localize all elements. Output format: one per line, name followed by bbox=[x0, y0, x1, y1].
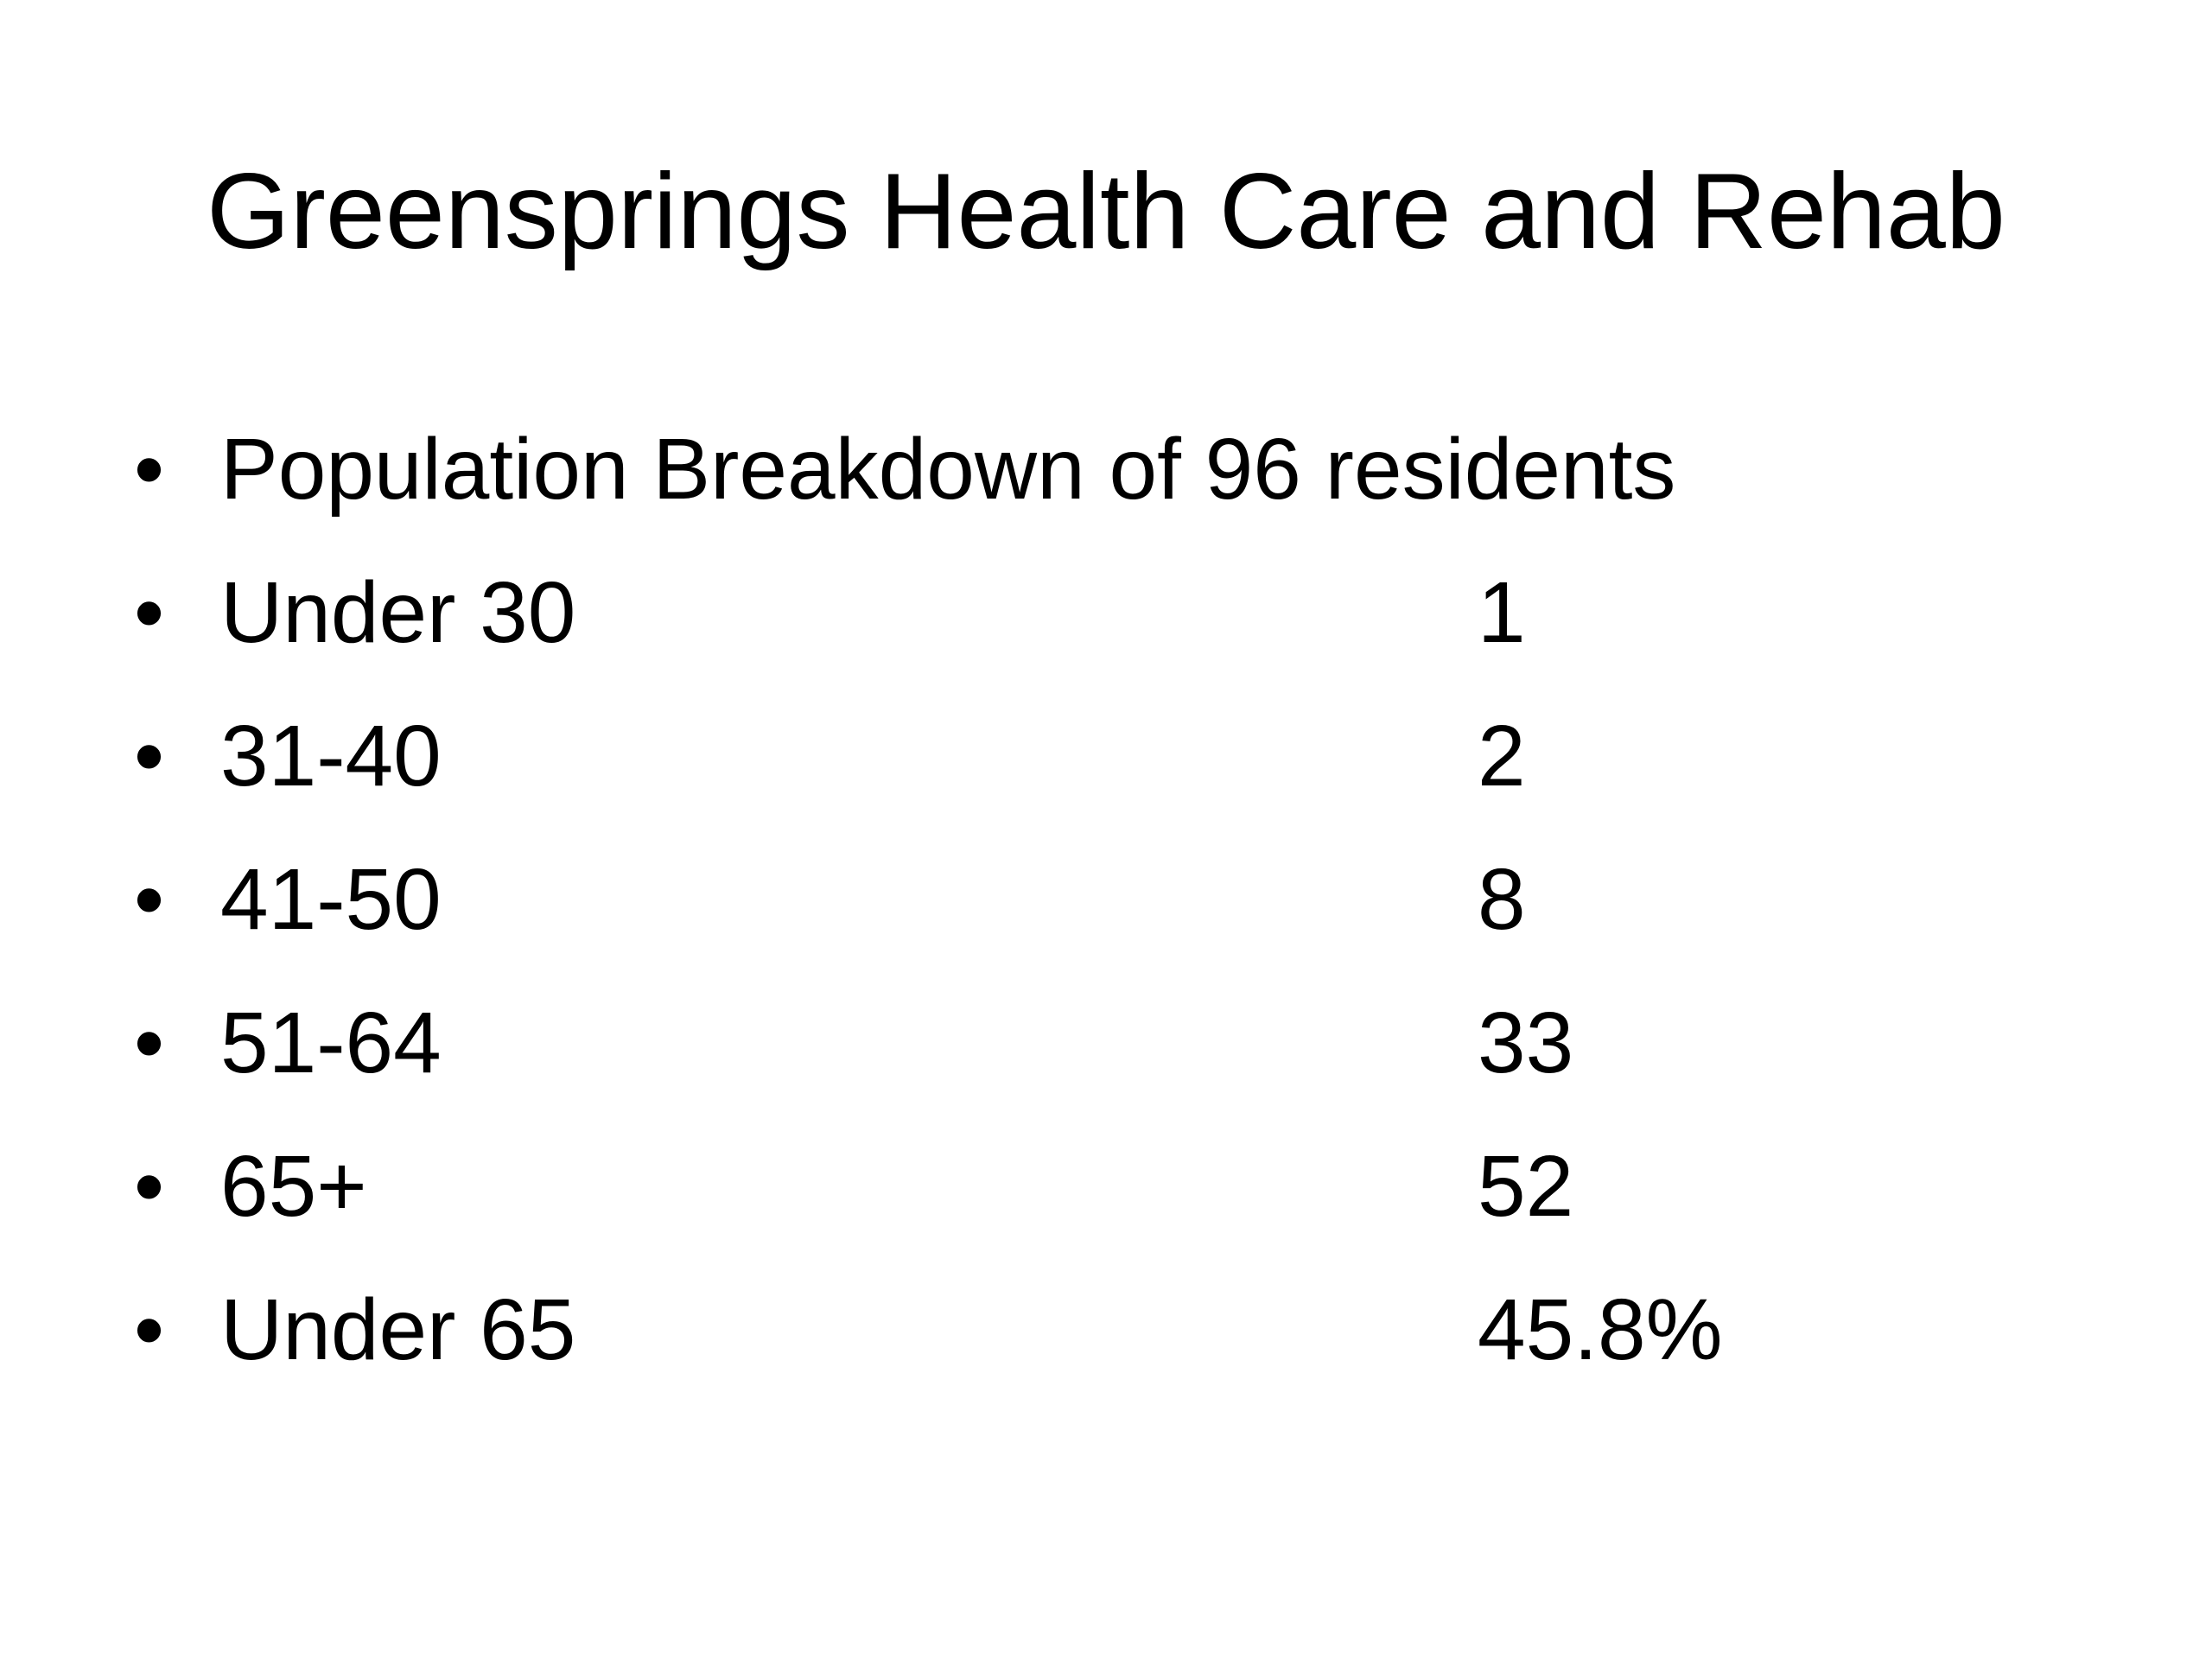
bullet-label: 51-64 bbox=[220, 995, 442, 1091]
bullet-item-population-header: • Population Breakdown of 96 residents bbox=[134, 397, 2121, 541]
bullet-label: 31-40 bbox=[220, 708, 442, 804]
bullet-label: 65+ bbox=[220, 1138, 367, 1235]
bullet-value: 1 bbox=[1478, 564, 1526, 661]
bullet-icon: • bbox=[134, 995, 165, 1091]
bullet-item-under-65: • Under 65 45.8% bbox=[134, 1258, 2121, 1402]
bullet-value: 52 bbox=[1478, 1138, 1574, 1235]
bullet-item-31-40: • 31-40 2 bbox=[134, 684, 2121, 828]
bullet-label: Under 30 bbox=[220, 564, 576, 661]
bullet-icon: • bbox=[134, 708, 165, 804]
bullet-label: Population Breakdown of 96 residents bbox=[220, 421, 1676, 518]
bullet-item-65-plus: • 65+ 52 bbox=[134, 1115, 2121, 1258]
bullet-icon: • bbox=[134, 1138, 165, 1235]
slide-title: Greensprings Health Care and Rehab bbox=[207, 152, 2005, 271]
bullet-item-under-30: • Under 30 1 bbox=[134, 541, 2121, 684]
bullet-icon: • bbox=[134, 564, 165, 661]
bullet-label: Under 65 bbox=[220, 1281, 576, 1378]
bullet-value: 2 bbox=[1478, 708, 1526, 804]
bullet-value: 45.8% bbox=[1478, 1281, 1723, 1378]
bullet-icon: • bbox=[134, 1281, 165, 1378]
bullet-value: 33 bbox=[1478, 995, 1574, 1091]
bullet-item-41-50: • 41-50 8 bbox=[134, 828, 2121, 971]
bullet-item-51-64: • 51-64 33 bbox=[134, 971, 2121, 1115]
bullet-label: 41-50 bbox=[220, 851, 442, 948]
bullet-list: • Population Breakdown of 96 residents •… bbox=[134, 397, 2121, 1402]
bullet-value: 8 bbox=[1478, 851, 1526, 948]
bullet-icon: • bbox=[134, 851, 165, 948]
bullet-icon: • bbox=[134, 421, 165, 518]
